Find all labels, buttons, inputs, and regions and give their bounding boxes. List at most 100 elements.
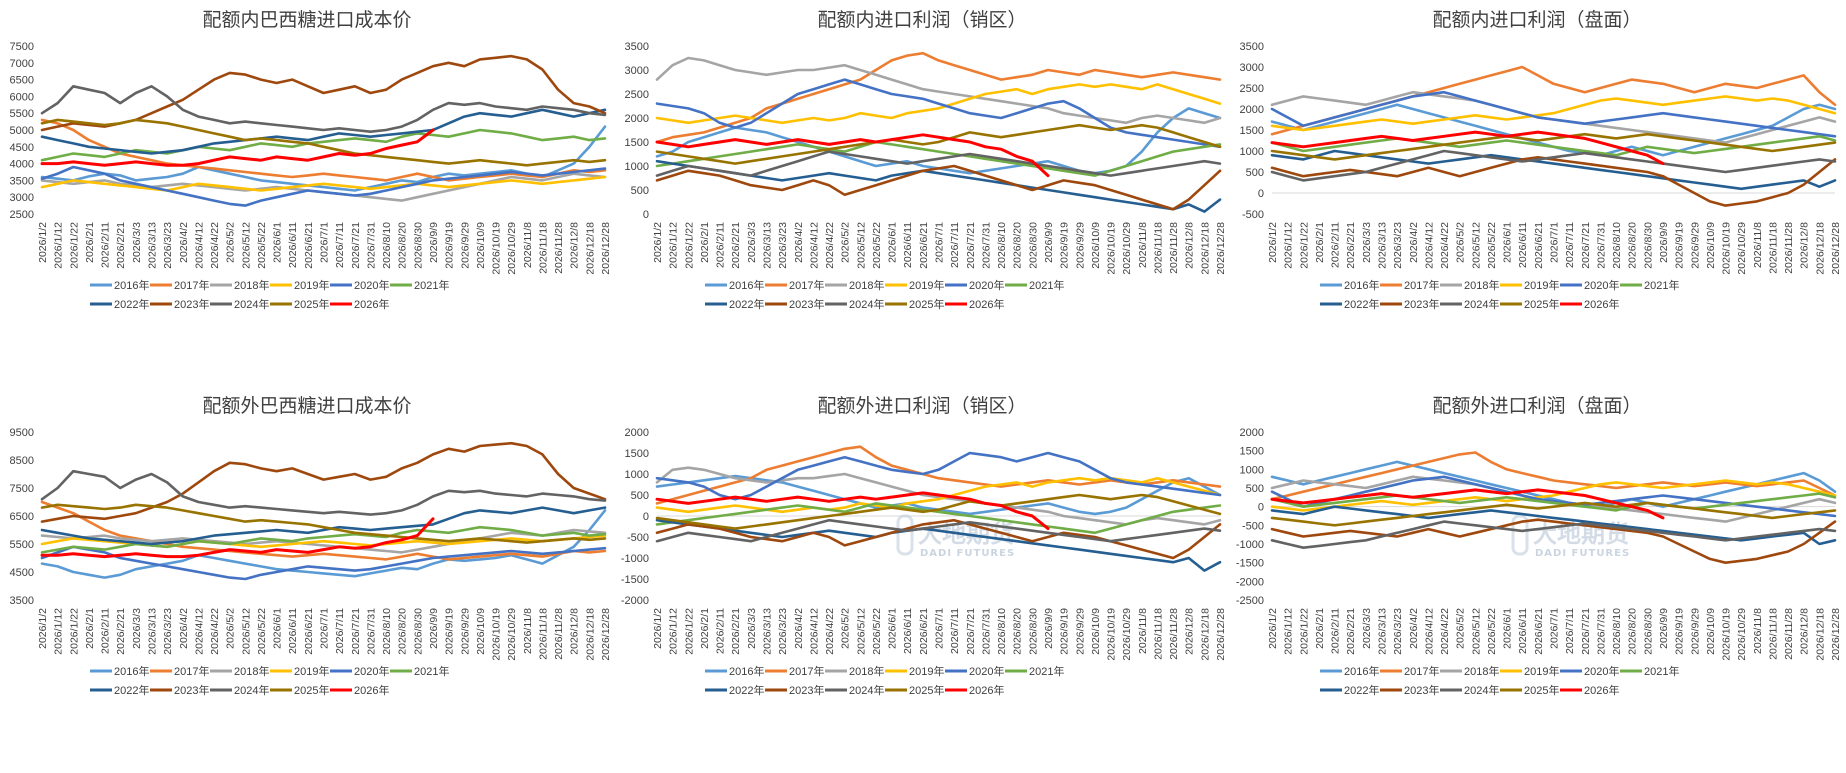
x-tick-label: 2026/2/21 — [1345, 222, 1357, 269]
x-tick-label: 2026/7/1 — [1549, 222, 1561, 263]
x-tick-label: 2026/2/21 — [115, 222, 127, 269]
series-line-2023 — [655, 518, 1222, 560]
y-tick-label: 7000 — [10, 58, 34, 70]
legend-label-2023: 2023年 — [174, 297, 209, 311]
x-tick-label: 2026/2/21 — [1345, 608, 1357, 655]
y-tick-label: 5000 — [10, 125, 34, 137]
x-tick-label: 2026/5/12 — [855, 608, 867, 655]
x-tick-label: 2026/9/19 — [1059, 608, 1071, 655]
series-line-2022 — [655, 518, 1222, 572]
y-tick-label: 1000 — [625, 469, 649, 481]
x-tick-label: 2026/7/1 — [934, 222, 946, 263]
chart-svg-1: 配额内巴西糖进口成本价 2500 3000 3500 4000 4500 5000 5500 6… — [10, 9, 612, 311]
x-tick-label: 2026/8/20 — [1627, 222, 1639, 269]
legend-label-2025: 2025年 — [1524, 297, 1559, 311]
x-tick-label: 2026/7/31 — [980, 608, 992, 655]
legend-label-2020: 2020年 — [969, 664, 1004, 678]
x-tick-label: 2026/6/1 — [272, 222, 284, 263]
x-tick-label: 2026/7/11 — [949, 222, 961, 268]
series-line-2021 — [40, 128, 607, 162]
x-tick-label: 2026/4/22 — [824, 608, 836, 655]
y-tick-label: 8500 — [10, 455, 34, 467]
x-tick-label: 2026/2/1 — [84, 222, 96, 263]
x-tick-label: 2026/4/2 — [1408, 222, 1420, 263]
x-tick-label: 2026/3/23 — [777, 222, 789, 269]
legend-label-2026: 2026年 — [354, 297, 389, 311]
x-tick-label: 2026/6/1 — [887, 608, 899, 649]
x-tick-label: 2026/8/10 — [381, 608, 393, 655]
x-tick-label: 2026/4/22 — [209, 608, 221, 655]
chart-title: 配额内进口利润（销区） — [817, 9, 1026, 31]
series-line-2016 — [1270, 460, 1837, 508]
series-line-2020 — [1270, 90, 1837, 138]
series-line-2024 — [655, 150, 1222, 177]
x-tick-label: 2026/4/2 — [1408, 608, 1420, 649]
x-tick-label: 2026/11/28 — [1168, 222, 1180, 274]
legend-label-2017: 2017年 — [1404, 278, 1439, 292]
x-tick-label: 2026/12/18 — [584, 222, 596, 275]
x-tick-label: 2026/12/8 — [1184, 222, 1196, 269]
chart-svg-3: 配额内进口利润（盘面） -500 0 500 1000 1500 2000 2500 3000 3… — [1240, 9, 1842, 311]
chart-title: 配额内巴西糖进口成本价 — [202, 9, 411, 31]
watermark-en: DADI FUTURES — [1535, 548, 1630, 559]
x-tick-label: 2026/7/21 — [1580, 608, 1592, 655]
x-tick-label: 2026/2/11 — [1330, 608, 1342, 654]
x-tick-label: 2026/10/29 — [506, 222, 518, 275]
legend-label-2016: 2016年 — [114, 664, 149, 678]
x-tick-label: 2026/6/1 — [272, 608, 284, 649]
series-line-2025 — [40, 503, 607, 544]
y-tick-label: -1500 — [621, 574, 649, 586]
x-tick-label: 2026/3/23 — [1392, 222, 1404, 269]
x-tick-label: 2026/3/13 — [1376, 608, 1388, 655]
y-tick-label: 4500 — [10, 142, 34, 154]
y-tick-label: 3500 — [625, 41, 649, 53]
legend-label-2023: 2023年 — [1404, 297, 1439, 311]
legend-label-2017: 2017年 — [789, 278, 824, 292]
legend-label-2020: 2020年 — [354, 278, 389, 292]
y-tick-label: -1500 — [1236, 558, 1264, 570]
x-tick-label: 2026/8/20 — [1012, 608, 1024, 655]
x-tick-label: 2026/8/20 — [1627, 608, 1639, 655]
x-tick-label: 2026/12/18 — [1814, 608, 1826, 661]
x-tick-label: 2026/9/29 — [1074, 608, 1086, 655]
x-tick-label: 2026/5/22 — [1486, 608, 1498, 655]
x-tick-label: 2026/2/1 — [84, 608, 96, 649]
y-tick-label: -2000 — [1236, 576, 1264, 588]
series-line-2025 — [655, 123, 1222, 165]
x-tick-label: 2026/6/21 — [303, 608, 315, 655]
x-tick-label: 2026/4/12 — [808, 222, 820, 269]
x-tick-label: 2026/3/13 — [761, 222, 773, 269]
x-tick-label: 2026/1/22 — [1298, 608, 1310, 655]
legend-label-2023: 2023年 — [1404, 683, 1439, 697]
x-tick-label: 2026/6/21 — [1533, 222, 1545, 269]
x-tick-label: 2026/11/18 — [537, 608, 549, 660]
x-tick-label: 2026/8/30 — [412, 608, 424, 655]
y-tick-label: 7500 — [10, 41, 34, 53]
x-tick-label: 2026/12/18 — [584, 608, 596, 661]
x-tick-label: 2026/9/29 — [459, 608, 471, 655]
x-tick-label: 2026/1/2 — [652, 222, 664, 263]
x-tick-label: 2026/5/2 — [840, 222, 852, 263]
y-tick-label: 2000 — [1240, 427, 1264, 439]
x-tick-label: 2026/7/1 — [1549, 608, 1561, 649]
x-tick-label: 2026/2/11 — [100, 608, 112, 654]
y-tick-label: 1000 — [625, 161, 649, 173]
legend-label-2021: 2021年 — [414, 664, 449, 678]
legend-label-2016: 2016年 — [1344, 278, 1379, 292]
x-tick-label: 2026/7/11 — [1564, 608, 1576, 654]
series-line-2023 — [1270, 518, 1837, 564]
x-tick-label: 2026/5/12 — [1470, 222, 1482, 269]
x-tick-label: 2026/8/10 — [996, 608, 1008, 655]
x-tick-label: 2026/7/21 — [350, 608, 362, 655]
x-tick-label: 2026/9/19 — [1674, 608, 1686, 655]
y-tick-label: 3000 — [625, 65, 649, 77]
chart-svg-5: 配额外进口利润（销区） -2000 -1500 -1000 -500 0 500 1000 15… — [621, 395, 1227, 697]
x-tick-label: 2026/7/1 — [934, 608, 946, 649]
x-tick-label: 2026/10/29 — [1736, 608, 1748, 661]
legend-label-2016: 2016年 — [1344, 664, 1379, 678]
x-tick-label: 2026/2/1 — [1314, 608, 1326, 649]
x-tick-label: 2026/6/21 — [1533, 608, 1545, 655]
y-tick-label: 6000 — [10, 91, 34, 103]
x-tick-label: 2026/12/8 — [569, 222, 581, 269]
x-tick-label: 2026/3/3 — [131, 608, 143, 649]
